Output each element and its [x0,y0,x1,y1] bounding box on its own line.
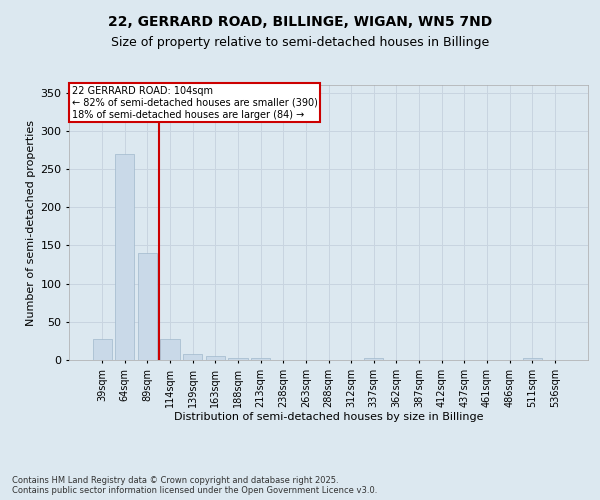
Bar [229,358,248,360]
Bar [160,340,180,360]
Bar [364,358,383,360]
X-axis label: Distribution of semi-detached houses by size in Billinge: Distribution of semi-detached houses by … [174,412,483,422]
Bar [138,253,157,360]
Y-axis label: Number of semi-detached properties: Number of semi-detached properties [26,120,36,326]
Bar [206,356,225,360]
Bar [523,358,542,360]
Text: 22 GERRARD ROAD: 104sqm
← 82% of semi-detached houses are smaller (390)
18% of s: 22 GERRARD ROAD: 104sqm ← 82% of semi-de… [71,86,317,120]
Text: 22, GERRARD ROAD, BILLINGE, WIGAN, WN5 7ND: 22, GERRARD ROAD, BILLINGE, WIGAN, WN5 7… [108,16,492,30]
Text: Contains HM Land Registry data © Crown copyright and database right 2025.
Contai: Contains HM Land Registry data © Crown c… [12,476,377,495]
Bar [183,354,202,360]
Bar [92,340,112,360]
Bar [251,358,270,360]
Bar [115,154,134,360]
Text: Size of property relative to semi-detached houses in Billinge: Size of property relative to semi-detach… [111,36,489,49]
